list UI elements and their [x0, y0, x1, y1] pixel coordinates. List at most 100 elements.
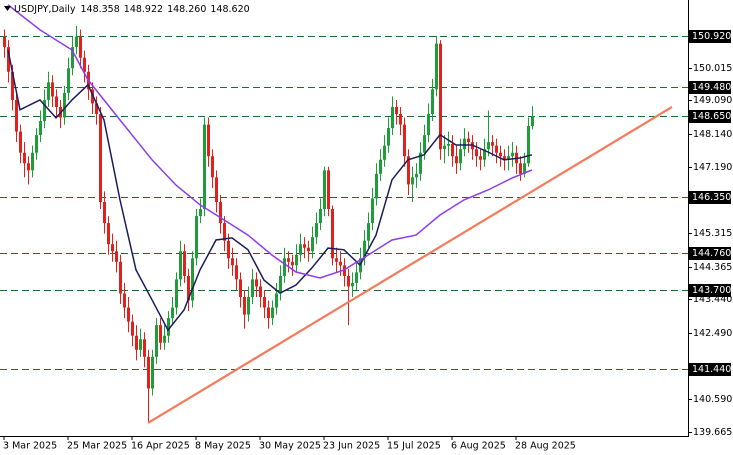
candle-body [251, 279, 254, 298]
x-tick-label: 28 Aug 2025 [515, 441, 576, 452]
candle-body [75, 36, 78, 48]
candle-body [495, 145, 498, 153]
candle-body [347, 275, 350, 287]
candle-body [483, 149, 486, 160]
candle-body [355, 272, 358, 283]
candle-body [151, 356, 154, 389]
candle-body [139, 339, 142, 350]
y-tick-label: 145.315 [693, 228, 732, 239]
candle-body [247, 297, 250, 315]
candle-body [179, 251, 182, 280]
level-label: 141.440 [692, 364, 731, 375]
candle-body [295, 254, 298, 266]
chart-header: USDJPY,Daily 148.358 148.922 148.260 148.620 [14, 4, 250, 15]
candle-body [499, 152, 502, 157]
candle-body [331, 209, 334, 259]
candle-body [83, 57, 86, 72]
level-tag [689, 363, 731, 376]
candle-body [267, 307, 270, 319]
x-tick-label: 8 May 2025 [195, 441, 251, 452]
candle-body [367, 223, 370, 241]
candle-body [155, 325, 158, 357]
x-tick-label: 25 Mar 2025 [67, 441, 127, 452]
menu-arrow [4, 6, 11, 11]
candle-body [191, 258, 194, 301]
y-tick-label: 149.090 [693, 95, 732, 106]
level-label: 143.700 [692, 285, 731, 296]
level-label: 149.480 [692, 82, 731, 93]
candle-body [203, 124, 206, 210]
candle-body [159, 325, 162, 343]
level-label: 148.650 [692, 111, 731, 122]
candle-body [443, 145, 446, 150]
candle-body [239, 279, 242, 298]
candle-body [187, 275, 190, 301]
candle-body [527, 125, 530, 164]
candle-body [415, 173, 418, 178]
plot-area [0, 4, 688, 424]
candle-body [391, 106, 394, 129]
candle-body [427, 114, 430, 136]
candle-body [143, 339, 146, 357]
candle-body [199, 209, 202, 217]
candle-body [399, 114, 402, 125]
candle-body [131, 321, 134, 336]
moving-average-line [7, 49, 533, 332]
x-tick-label: 6 Aug 2025 [451, 441, 506, 452]
candle-body [163, 335, 166, 343]
candle-body [383, 145, 386, 160]
candle-body [3, 36, 6, 48]
candle-body [219, 201, 222, 224]
level-tag [689, 30, 731, 43]
chart-title: USDJPY,Daily [14, 4, 76, 15]
candle-body [479, 156, 482, 160]
moving-average-line [7, 4, 533, 279]
candle-body [319, 209, 322, 224]
candle-body [403, 124, 406, 157]
candle-body [351, 282, 354, 287]
candle-body [127, 307, 130, 322]
candle-body [119, 261, 122, 294]
candle-body [379, 159, 382, 174]
candle-body [491, 142, 494, 146]
candle-body [211, 156, 214, 178]
level-label: 150.920 [692, 31, 731, 42]
x-tick-label: 3 Mar 2025 [3, 441, 57, 452]
level-label: 144.760 [692, 248, 731, 259]
candle-body [183, 251, 186, 276]
candle-body [371, 198, 374, 224]
y-tick-label: 143.440 [693, 294, 732, 305]
candle-body [11, 71, 14, 100]
candle-body [475, 149, 478, 157]
candle-body [63, 92, 66, 118]
candle-body [67, 68, 70, 93]
candle-body [419, 152, 422, 174]
x-tick-label: 30 May 2025 [259, 441, 321, 452]
x-tick-label: 16 Apr 2025 [131, 441, 190, 452]
candle-body [55, 96, 58, 107]
candle-body [227, 240, 230, 259]
candle-body [307, 247, 310, 252]
candle-body [519, 163, 522, 174]
candle-body [123, 293, 126, 308]
y-tick-label: 139.665 [693, 427, 732, 438]
header-open: 148.358 [80, 4, 119, 15]
candle-body [47, 82, 50, 100]
candle-body [275, 293, 278, 308]
candle-body [363, 240, 366, 259]
level-tag [689, 247, 731, 260]
candle-body [115, 251, 118, 262]
candle-body [195, 216, 198, 259]
candle-body [43, 99, 46, 122]
header-close: 148.620 [210, 4, 249, 15]
candle-body [531, 116, 534, 127]
candle-body [39, 121, 42, 136]
candle-body [71, 47, 74, 69]
candle-body [463, 138, 466, 150]
candle-body [291, 261, 294, 266]
candle-body [327, 170, 330, 210]
candle-body [335, 258, 338, 262]
header-low: 148.260 [167, 4, 206, 15]
candle-body [79, 36, 82, 58]
